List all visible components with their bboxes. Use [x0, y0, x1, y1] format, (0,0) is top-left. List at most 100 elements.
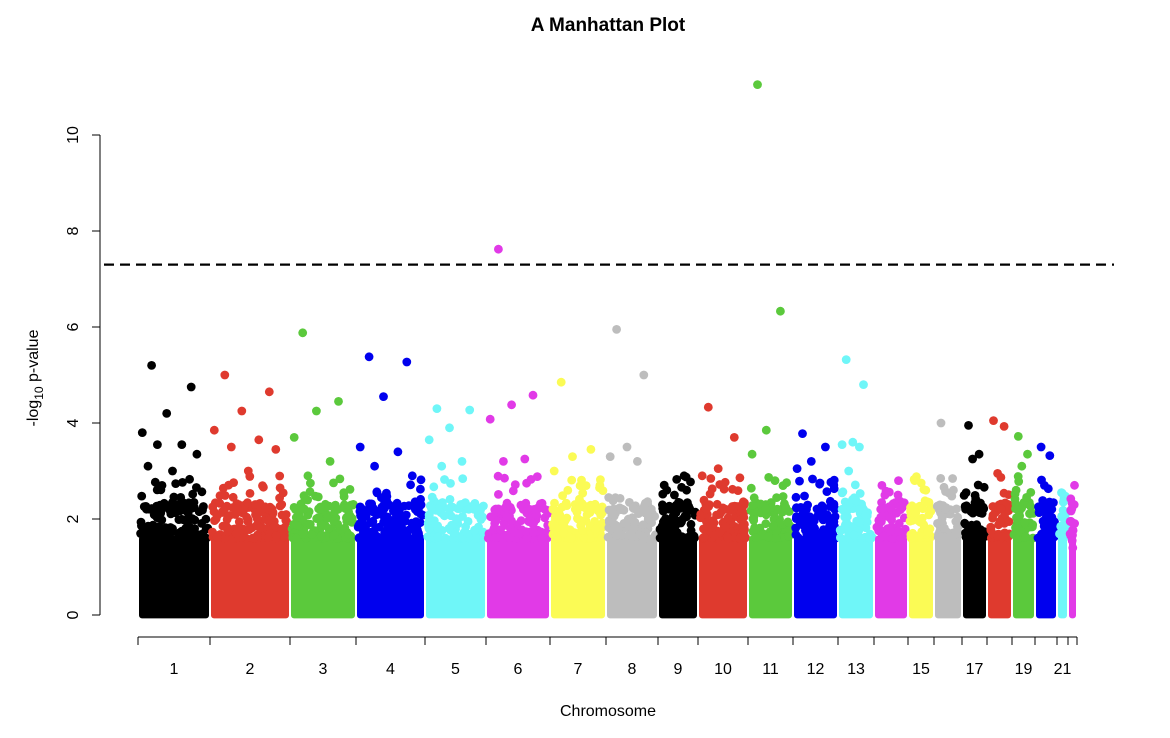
y-tick-label: 10: [65, 126, 82, 144]
chromosome-19-dense-band: [1013, 535, 1034, 619]
snp-point: [1025, 509, 1034, 518]
snp-point: [1034, 502, 1043, 512]
chromosome-12-dense-band: [794, 535, 837, 619]
y-axis-label-tail: p-value: [25, 329, 42, 386]
snp-point: [329, 478, 338, 488]
snp-point: [433, 524, 443, 533]
snp-point: [740, 520, 749, 529]
snp-point: [699, 495, 709, 505]
snp-point: [559, 528, 569, 538]
y-tick-label: 2: [65, 514, 82, 523]
snp-point: [880, 490, 890, 500]
snp-peak-point: [568, 452, 577, 461]
points-layer: [136, 80, 1079, 619]
y-tick-label: 6: [65, 322, 82, 331]
snp-point: [1041, 516, 1051, 525]
snp-point: [169, 492, 179, 502]
snp-point: [462, 529, 472, 538]
snp-point: [292, 520, 302, 530]
x-tick-label-chr-3: 3: [319, 661, 328, 678]
snp-point: [936, 532, 946, 541]
snp-point: [783, 517, 793, 527]
snp-point: [825, 530, 834, 540]
snp-point: [241, 525, 251, 535]
snp-peak-point: [556, 377, 566, 387]
snp-peak-point: [670, 490, 679, 500]
snp-peak-point: [209, 425, 219, 435]
snp-peak-point: [1058, 497, 1068, 507]
snp-point: [1004, 490, 1013, 499]
snp-peak-point: [254, 435, 264, 445]
snp-peak-point: [379, 392, 388, 401]
snp-point: [137, 491, 147, 501]
snp-point: [341, 513, 351, 523]
snp-point: [372, 488, 382, 498]
snp-point: [335, 474, 345, 484]
snp-point: [854, 505, 864, 514]
snp-point: [728, 484, 737, 494]
snp-point: [486, 512, 496, 522]
snp-point: [340, 523, 350, 533]
snp-point: [696, 513, 705, 523]
snp-point: [701, 504, 711, 514]
snp-peak-point: [432, 404, 442, 413]
snp-point: [953, 512, 963, 522]
snp-peak-point: [1045, 451, 1055, 460]
snp-point: [470, 525, 479, 535]
snp-point: [915, 517, 925, 527]
snp-point: [971, 494, 981, 504]
snp-point: [270, 521, 279, 530]
snp-point: [791, 530, 801, 540]
snp-point: [201, 514, 211, 524]
snp-peak-point: [243, 466, 253, 476]
snp-peak-point: [776, 306, 785, 316]
snp-point: [292, 533, 301, 543]
snp-point: [830, 505, 840, 514]
snp-point: [368, 533, 378, 543]
snp-point: [521, 498, 531, 508]
snp-point: [526, 475, 536, 484]
snp-point: [895, 502, 905, 511]
snp-point: [792, 512, 801, 521]
chromosome-7-dense-band: [551, 535, 605, 619]
chromosome-11-points: [746, 80, 796, 619]
snp-point: [389, 520, 399, 530]
snp-point: [329, 517, 339, 526]
snp-peak-point: [936, 418, 946, 428]
snp-point: [333, 504, 343, 514]
snp-point: [1038, 496, 1048, 505]
snp-point: [748, 501, 757, 510]
chromosome-9-points: [655, 471, 700, 619]
snp-peak-point: [989, 416, 998, 425]
chromosome-3-points: [287, 328, 358, 619]
chromosome-20-points: [1033, 442, 1059, 619]
snp-point: [275, 501, 285, 511]
chromosome-5-points: [423, 404, 488, 619]
snp-point: [469, 504, 479, 514]
snp-point: [699, 532, 709, 542]
snp-peak-point: [507, 400, 516, 410]
snp-point: [536, 499, 545, 509]
snp-peak-point: [520, 454, 530, 464]
snp-peak-point: [821, 442, 830, 452]
snp-peak-point: [325, 457, 335, 466]
chromosome-8-dense-band: [607, 535, 657, 619]
snp-point: [177, 526, 187, 536]
snp-point: [1067, 504, 1077, 514]
snp-point: [143, 533, 153, 542]
snp-peak-point: [798, 429, 807, 438]
snp-point: [803, 527, 813, 537]
snp-point: [201, 533, 211, 543]
snp-point: [909, 532, 918, 542]
snp-point: [988, 510, 998, 520]
snp-point: [1011, 523, 1020, 533]
snp-point: [893, 526, 903, 536]
snp-point: [630, 517, 640, 527]
snp-point: [997, 532, 1007, 542]
snp-point: [923, 527, 933, 537]
snp-peak-point: [528, 390, 538, 400]
chromosome-8-points: [603, 325, 660, 619]
snp-point: [706, 474, 716, 483]
snp-point: [573, 514, 582, 523]
